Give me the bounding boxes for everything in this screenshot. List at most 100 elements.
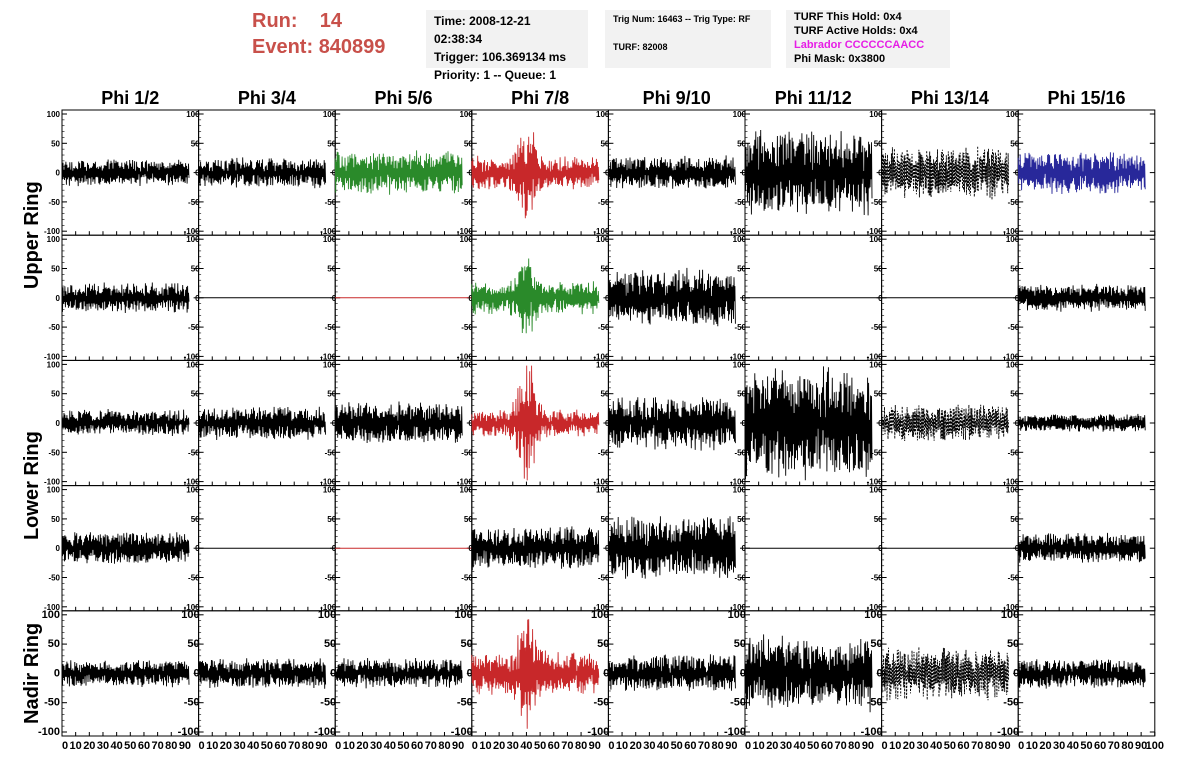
y-tick-label: 100	[186, 486, 200, 495]
waveform-r3-c3	[334, 401, 463, 444]
x-tick-label: 40	[794, 740, 806, 752]
y-tick-label: 0	[332, 294, 337, 303]
x-tick-label: 0	[472, 740, 478, 752]
x-tick-label: 40	[111, 740, 123, 752]
y-tick-label: 100	[459, 110, 473, 119]
y-tick-label: -100	[184, 227, 201, 236]
waveform-r3-c8	[1017, 413, 1146, 432]
y-tick-label: 50	[464, 390, 473, 399]
y-tick-label: -100	[44, 603, 61, 612]
y-tick-label: 50	[187, 638, 199, 650]
y-tick-label: -100	[457, 352, 474, 361]
y-tick-label: -50	[461, 323, 473, 332]
y-tick-label: 0	[1013, 667, 1019, 679]
x-tick-label: 80	[165, 740, 177, 752]
y-tick-label: 50	[327, 265, 336, 274]
x-tick-label: 60	[957, 740, 969, 752]
x-tick-label: 0	[199, 740, 205, 752]
y-tick-label: 0	[56, 419, 61, 428]
y-tick-label: 100	[47, 235, 61, 244]
column-header-5: Phi 9/10	[643, 88, 711, 108]
x-tick-label: 50	[534, 740, 546, 752]
y-tick-label: 0	[56, 544, 61, 553]
waveform-r4-c8	[1017, 532, 1146, 563]
x-tick-label: 80	[848, 740, 860, 752]
y-tick-label: 100	[1001, 609, 1019, 621]
y-tick-label: 100	[869, 486, 883, 495]
y-tick-label: 50	[600, 515, 609, 524]
y-tick-label: 100	[47, 110, 61, 119]
waveform-r1-c7	[881, 145, 1010, 200]
waveform-r3-c6	[744, 366, 873, 481]
x-tick-label: 10	[479, 740, 491, 752]
x-tick-label: 70	[834, 740, 846, 752]
y-tick-label: 50	[870, 638, 882, 650]
x-tick-label: 10	[616, 740, 628, 752]
y-tick-label: -50	[320, 697, 336, 709]
y-tick-label: 50	[1010, 139, 1019, 148]
x-tick-label: 20	[766, 740, 778, 752]
y-tick-label: -50	[598, 198, 610, 207]
x-tick-label: 80	[712, 740, 724, 752]
x-tick-label: 70	[1108, 740, 1120, 752]
turf-active-line: TURF Active Holds: 0x4	[794, 25, 918, 37]
y-tick-label: -100	[38, 726, 60, 738]
x-tick-label: 80	[1121, 740, 1133, 752]
waveform-r5-c4	[471, 619, 600, 729]
y-tick-label: -100	[587, 726, 609, 738]
y-tick-label: -50	[871, 198, 883, 207]
x-tick-label: 30	[507, 740, 519, 752]
x-tick-label: 0	[745, 740, 751, 752]
waveform-r3-c2	[198, 406, 327, 441]
y-tick-label: -50	[325, 574, 337, 583]
waveform-r4-c4	[471, 526, 600, 571]
y-tick-label: -50	[1008, 448, 1020, 457]
y-tick-label: 0	[605, 544, 610, 553]
y-tick-label: 50	[734, 638, 746, 650]
y-tick-label: 50	[737, 515, 746, 524]
y-tick-label: 50	[51, 139, 60, 148]
turf-line: TURF: 82008	[613, 42, 668, 52]
y-tick-label: -100	[867, 352, 884, 361]
x-tick-label: 70	[425, 740, 437, 752]
y-tick-label: 50	[1010, 265, 1019, 274]
y-tick-label: -100	[724, 726, 746, 738]
x-tick-label: 10	[753, 740, 765, 752]
y-tick-label: -100	[730, 227, 747, 236]
y-tick-label: 100	[1006, 360, 1020, 369]
x-tick-label: 30	[97, 740, 109, 752]
y-tick-label: -100	[997, 726, 1019, 738]
y-tick-label: -50	[867, 697, 883, 709]
y-tick-label: 0	[1015, 544, 1020, 553]
x-tick-label: 70	[151, 740, 163, 752]
y-tick-label: 50	[600, 265, 609, 274]
y-tick-label: 0	[468, 169, 473, 178]
y-tick-label: -50	[48, 448, 60, 457]
y-tick-label: 100	[323, 110, 337, 119]
y-tick-label: 50	[737, 265, 746, 274]
x-tick-label: 50	[124, 740, 136, 752]
waveform-r1-c1	[61, 159, 190, 187]
y-tick-label: 0	[468, 544, 473, 553]
y-tick-label: 50	[737, 390, 746, 399]
y-tick-label: -50	[461, 574, 473, 583]
y-tick-label: 0	[193, 667, 199, 679]
y-tick-label: 0	[878, 294, 883, 303]
y-tick-label: -50	[1008, 323, 1020, 332]
x-tick-label: 20	[903, 740, 915, 752]
waveform-r1-c4	[471, 132, 600, 219]
run-label: Run:	[252, 10, 298, 32]
y-tick-label: -50	[325, 198, 337, 207]
y-tick-label: 50	[51, 390, 60, 399]
waveform-r3-c1	[61, 408, 190, 437]
x-tick-label: 10	[70, 740, 82, 752]
y-tick-label: 100	[728, 609, 746, 621]
x-tick-label: 50	[671, 740, 683, 752]
x-tick-label: 90	[315, 740, 327, 752]
y-tick-label: -100	[593, 352, 610, 361]
y-tick-label: 100	[459, 235, 473, 244]
y-tick-label: 50	[1010, 390, 1019, 399]
y-tick-label: -50	[871, 323, 883, 332]
x-tick-label: 90	[452, 740, 464, 752]
y-tick-label: -100	[320, 227, 337, 236]
